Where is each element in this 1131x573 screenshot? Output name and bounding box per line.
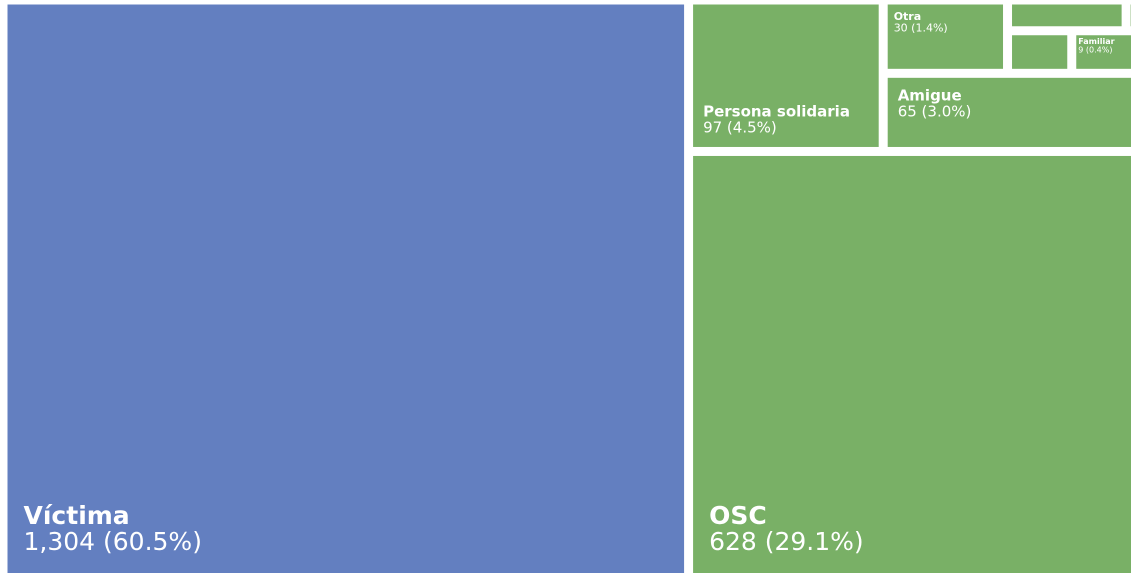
treemap-cell (693, 4, 879, 147)
cell-value-label: 65 (3.0%) (898, 102, 972, 120)
cell-label: Víctima (24, 501, 130, 530)
treemap-cell (1012, 35, 1068, 69)
cell-label: Persona solidaria (703, 103, 850, 121)
cell-label: OSC (709, 501, 767, 530)
treemap-cell (1012, 4, 1122, 27)
treemap-cell (887, 77, 1131, 147)
cell-value-label: 628 (29.1%) (709, 527, 864, 556)
cell-label: Familiar (1078, 37, 1114, 46)
treemap-cell (1076, 35, 1131, 69)
cell-value-label: 97 (4.5%) (703, 118, 777, 136)
cell-value-label: 9 (0.4%) (1078, 45, 1112, 54)
treemap-cell (887, 4, 1004, 69)
cell-label: Amigue (898, 87, 962, 105)
cell-value-label: 30 (1.4%) (894, 21, 948, 34)
cell-value-label: 1,304 (60.5%) (24, 527, 202, 556)
treemap-cell (7, 4, 685, 573)
cell-label: Otra (894, 10, 921, 23)
treemap-cell (693, 155, 1131, 573)
